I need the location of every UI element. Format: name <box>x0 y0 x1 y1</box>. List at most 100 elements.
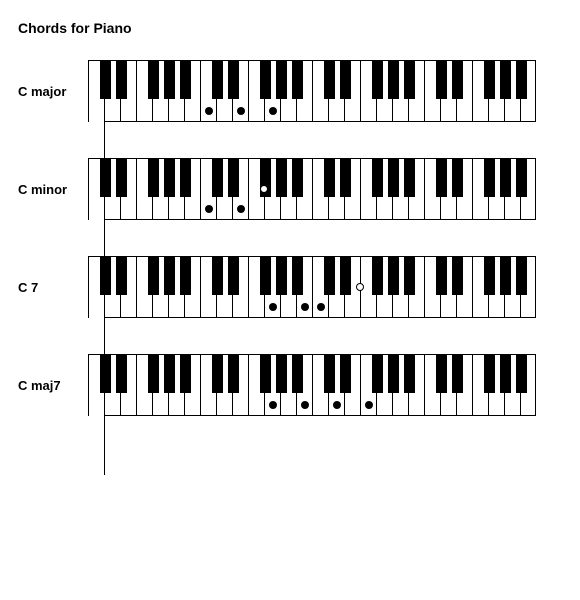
black-key <box>516 159 527 197</box>
black-key <box>212 257 223 295</box>
black-key <box>452 61 463 99</box>
black-key <box>484 257 495 295</box>
black-key <box>340 355 351 393</box>
black-key <box>100 355 111 393</box>
black-key <box>404 355 415 393</box>
note-dot <box>301 401 309 409</box>
chord-label: C major <box>18 84 88 99</box>
black-key <box>276 61 287 99</box>
black-key <box>436 159 447 197</box>
black-key <box>228 159 239 197</box>
black-key <box>516 355 527 393</box>
black-key <box>324 61 335 99</box>
black-key <box>500 61 511 99</box>
black-key <box>212 61 223 99</box>
black-key <box>388 355 399 393</box>
black-key <box>148 355 159 393</box>
black-key <box>164 257 175 295</box>
note-dot <box>205 205 213 213</box>
black-key <box>372 159 383 197</box>
note-dot-on-black-key <box>356 283 364 291</box>
black-key <box>324 257 335 295</box>
note-dot-on-black-key <box>260 185 268 193</box>
black-key <box>228 61 239 99</box>
black-key <box>340 257 351 295</box>
keyboard <box>88 256 536 318</box>
black-key <box>276 159 287 197</box>
black-key <box>292 159 303 197</box>
black-key <box>388 257 399 295</box>
white-key <box>89 415 105 475</box>
black-key <box>100 257 111 295</box>
black-key <box>436 257 447 295</box>
black-key <box>452 355 463 393</box>
page-title: Chords for Piano <box>18 20 562 36</box>
note-dot <box>301 303 309 311</box>
keyboard <box>88 158 536 220</box>
black-key <box>148 257 159 295</box>
chord-label: C minor <box>18 182 88 197</box>
note-dot <box>269 401 277 409</box>
chord-row: C maj7 <box>18 354 562 416</box>
black-key <box>340 159 351 197</box>
chord-row: C 7 <box>18 256 562 318</box>
black-key <box>516 61 527 99</box>
black-key <box>500 159 511 197</box>
note-dot <box>317 303 325 311</box>
black-key <box>436 355 447 393</box>
black-key <box>260 355 271 393</box>
keyboard <box>88 60 536 122</box>
black-key <box>260 61 271 99</box>
black-key <box>116 61 127 99</box>
black-key <box>292 355 303 393</box>
black-key <box>276 355 287 393</box>
note-dot <box>205 107 213 115</box>
black-key <box>484 61 495 99</box>
note-dot <box>269 303 277 311</box>
black-key <box>340 61 351 99</box>
black-key <box>116 257 127 295</box>
black-key <box>484 355 495 393</box>
black-key <box>516 257 527 295</box>
black-key <box>388 61 399 99</box>
black-key <box>324 355 335 393</box>
black-key <box>116 159 127 197</box>
black-key <box>180 257 191 295</box>
black-key <box>500 257 511 295</box>
black-key <box>292 257 303 295</box>
black-key <box>404 61 415 99</box>
black-key <box>180 355 191 393</box>
chord-label: C maj7 <box>18 378 88 393</box>
black-key <box>388 159 399 197</box>
black-key <box>436 61 447 99</box>
black-key <box>228 355 239 393</box>
black-key <box>404 159 415 197</box>
black-key <box>164 159 175 197</box>
black-key <box>372 61 383 99</box>
black-key <box>292 61 303 99</box>
black-key <box>260 257 271 295</box>
chord-label: C 7 <box>18 280 88 295</box>
note-dot <box>269 107 277 115</box>
black-key <box>212 159 223 197</box>
black-key <box>116 355 127 393</box>
black-key <box>500 355 511 393</box>
black-key <box>452 257 463 295</box>
black-key <box>372 355 383 393</box>
black-key <box>324 159 335 197</box>
note-dot <box>365 401 373 409</box>
keyboard <box>88 354 536 416</box>
chord-row: C major <box>18 60 562 122</box>
black-key <box>180 159 191 197</box>
black-key <box>276 257 287 295</box>
black-key <box>164 61 175 99</box>
black-key <box>100 61 111 99</box>
black-key <box>484 159 495 197</box>
chords-container: C major C minor C 7 C maj7 <box>18 60 562 416</box>
note-dot <box>333 401 341 409</box>
black-key <box>148 159 159 197</box>
black-key <box>372 257 383 295</box>
black-key <box>180 61 191 99</box>
black-key <box>164 355 175 393</box>
black-key <box>100 159 111 197</box>
